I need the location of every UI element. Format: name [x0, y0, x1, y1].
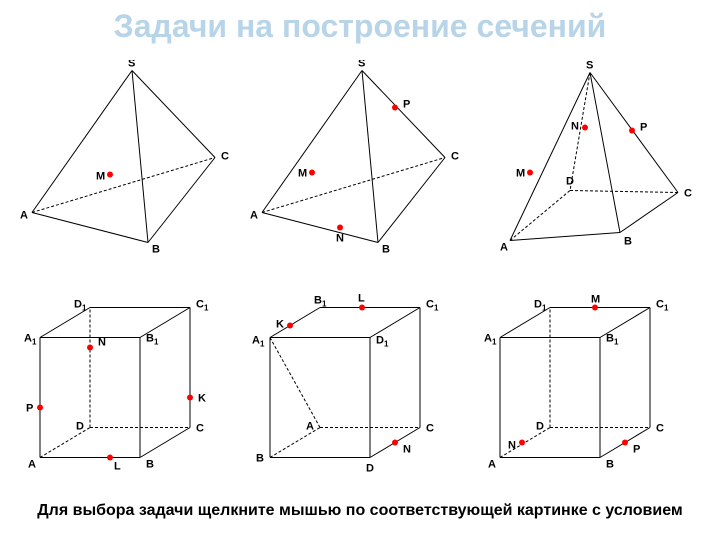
- svg-text:C: C: [451, 151, 459, 163]
- svg-text:A1: A1: [24, 333, 37, 347]
- svg-text:B: B: [256, 453, 264, 465]
- svg-text:P: P: [633, 444, 640, 456]
- page-title: Задачи на построение сечений: [0, 8, 720, 45]
- svg-text:K: K: [198, 393, 206, 405]
- svg-text:N: N: [98, 337, 106, 349]
- svg-text:P: P: [403, 99, 410, 111]
- svg-text:C: C: [426, 423, 434, 435]
- svg-text:D1: D1: [74, 299, 87, 313]
- svg-text:A: A: [488, 459, 496, 471]
- svg-text:P: P: [640, 122, 647, 134]
- svg-text:M: M: [591, 294, 600, 306]
- svg-text:A: A: [20, 210, 28, 222]
- svg-text:D: D: [366, 463, 374, 475]
- figure-1[interactable]: S A B C M: [20, 60, 240, 265]
- svg-text:B1: B1: [146, 333, 159, 347]
- svg-text:B1: B1: [314, 295, 327, 309]
- svg-text:C: C: [196, 423, 204, 435]
- svg-text:A: A: [500, 242, 508, 254]
- figure-2[interactable]: S A B C M N P: [250, 60, 470, 265]
- svg-text:B: B: [152, 244, 160, 256]
- svg-text:B: B: [624, 236, 632, 248]
- svg-text:L: L: [358, 293, 365, 305]
- svg-text:M: M: [96, 171, 105, 183]
- svg-text:P: P: [26, 403, 33, 415]
- svg-text:N: N: [508, 440, 516, 452]
- svg-text:A1: A1: [252, 335, 265, 349]
- svg-text:A: A: [250, 210, 258, 222]
- svg-text:N: N: [336, 233, 344, 245]
- svg-text:B: B: [382, 244, 390, 256]
- svg-text:A: A: [28, 459, 36, 471]
- svg-text:C1: C1: [196, 299, 209, 313]
- svg-text:C: C: [656, 423, 664, 435]
- svg-text:C: C: [684, 188, 692, 200]
- figure-3[interactable]: S A B C D M N P: [480, 60, 700, 265]
- svg-text:B: B: [606, 459, 614, 471]
- svg-text:D: D: [76, 421, 84, 433]
- figure-4[interactable]: A B C D A1 B1 C1 D1 N K P L: [20, 275, 240, 480]
- svg-text:L: L: [114, 461, 121, 473]
- svg-text:M: M: [298, 168, 307, 180]
- svg-text:B1: B1: [606, 333, 619, 347]
- svg-text:B: B: [146, 459, 154, 471]
- figure-5[interactable]: A B C D A1 B1 C1 D1 K L N: [250, 275, 470, 480]
- instruction-text: Для выбора задачи щелкните мышью по соот…: [0, 502, 720, 520]
- svg-text:D1: D1: [376, 335, 389, 349]
- svg-text:C1: C1: [426, 299, 439, 313]
- svg-text:S: S: [358, 60, 365, 70]
- svg-text:S: S: [586, 60, 593, 72]
- svg-text:N: N: [571, 121, 579, 133]
- svg-text:N: N: [403, 444, 411, 456]
- svg-text:A: A: [306, 421, 314, 433]
- svg-text:D: D: [566, 176, 574, 188]
- svg-text:M: M: [516, 168, 525, 180]
- svg-text:C1: C1: [656, 299, 669, 313]
- figure-6[interactable]: A B C D A1 B1 C1 D1 M N P: [480, 275, 700, 480]
- svg-text:D: D: [536, 421, 544, 433]
- svg-text:A1: A1: [484, 333, 497, 347]
- svg-text:D1: D1: [534, 299, 547, 313]
- svg-text:S: S: [128, 60, 135, 70]
- svg-text:K: K: [276, 319, 284, 331]
- figure-grid: SABCM SABCMNP SABCDMNP ABCDA1B1C1D1NKPL …: [20, 60, 700, 460]
- svg-text:C: C: [221, 151, 229, 163]
